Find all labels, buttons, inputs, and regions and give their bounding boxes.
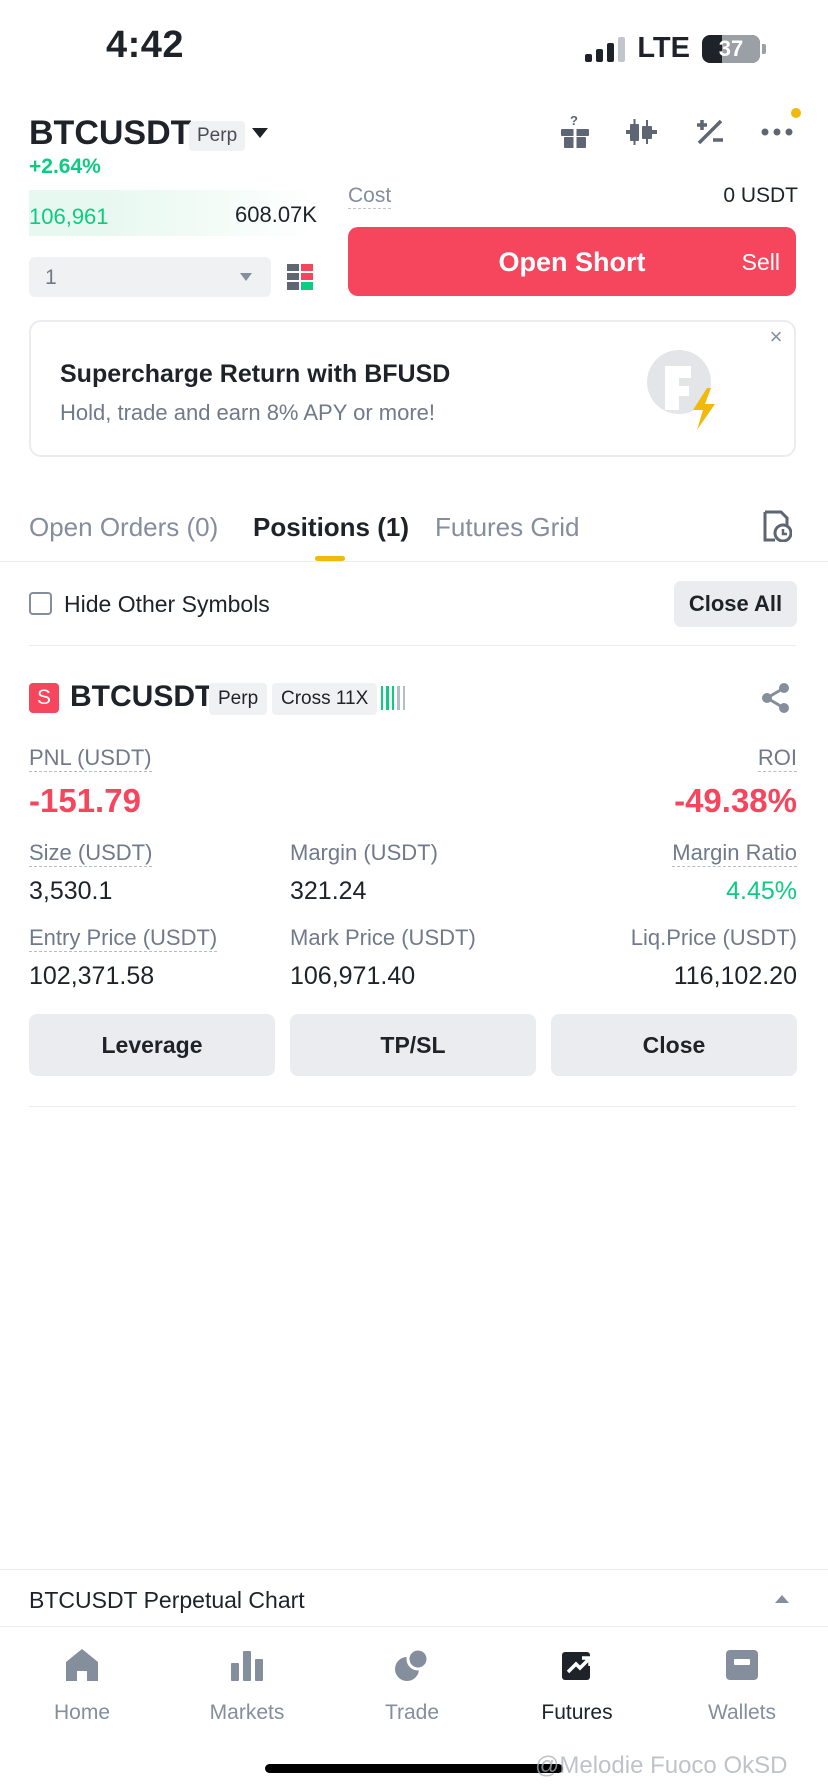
- banner-subtitle: Hold, trade and earn 8% APY or more!: [60, 400, 436, 425]
- depth-precision-select[interactable]: [29, 257, 271, 297]
- cost-label: Cost: [348, 184, 392, 209]
- leverage-button[interactable]: Leverage: [29, 1014, 275, 1076]
- open-short-label: Open Short: [498, 247, 646, 277]
- card-divider: [29, 1106, 796, 1107]
- entry-price-value: 102,371.58: [29, 962, 155, 990]
- watermark: @Melodie Fuoco OkSD: [535, 1752, 788, 1779]
- network-type: LTE: [637, 32, 690, 64]
- adl-indicator-icon: [381, 686, 406, 710]
- short-side-badge: S: [29, 683, 59, 713]
- symbol-title[interactable]: BTCUSDT: [29, 114, 192, 152]
- candlestick-icon[interactable]: [622, 112, 662, 152]
- price-change: +2.64%: [29, 155, 101, 178]
- margin-label: Margin (USDT): [290, 840, 438, 865]
- battery-icon: 37: [702, 34, 760, 63]
- nav-futures-label: Futures: [541, 1701, 613, 1724]
- filter-divider: [29, 645, 796, 646]
- margin-ratio-label: Margin Ratio: [672, 840, 797, 867]
- tabs-divider: [0, 561, 828, 562]
- active-tab-indicator: [315, 556, 345, 561]
- margin-ratio-value: 4.45%: [726, 877, 797, 905]
- chart-bar-divider: [0, 1569, 828, 1570]
- gift-box-icon[interactable]: ?: [555, 112, 595, 152]
- svg-text:?: ?: [570, 114, 578, 128]
- status-time: 4:42: [106, 24, 185, 66]
- tp-sl-button[interactable]: TP/SL: [290, 1014, 536, 1076]
- sell-label: Sell: [741, 249, 780, 275]
- nav-trade-label: Trade: [384, 1701, 440, 1724]
- nav-wallets[interactable]: Wallets: [677, 1640, 807, 1725]
- pnl-value: -151.79: [29, 782, 141, 819]
- calculator-icon[interactable]: [690, 112, 730, 152]
- roi-label: ROI: [757, 745, 797, 772]
- order-history-icon[interactable]: [762, 510, 793, 543]
- nav-trade[interactable]: Trade: [347, 1640, 477, 1725]
- trade-icon: [395, 1647, 430, 1681]
- roi-value: -49.38%: [674, 782, 797, 819]
- mark-price-label: Mark Price (USDT): [290, 925, 476, 950]
- close-icon[interactable]: ×: [769, 324, 783, 349]
- symbol-dropdown-icon[interactable]: [252, 128, 268, 138]
- size-value: 3,530.1: [29, 877, 113, 905]
- notification-dot: [791, 108, 801, 118]
- orderbook-amount: 608.07K: [235, 202, 317, 227]
- orderbook-layout-icon[interactable]: [287, 264, 313, 290]
- margin-value: 321.24: [290, 877, 367, 905]
- position-margin-tag[interactable]: Cross 11X: [272, 683, 378, 715]
- size-label: Size (USDT): [29, 840, 153, 867]
- orderbook-price[interactable]: 106,961: [29, 204, 109, 229]
- orderbook-row-bg: [29, 190, 319, 236]
- position-symbol[interactable]: BTCUSDT: [70, 680, 214, 713]
- more-icon[interactable]: [757, 112, 797, 152]
- wallets-icon: [726, 1650, 758, 1680]
- cost-value: 0 USDT: [723, 184, 798, 207]
- chart-bar-label[interactable]: BTCUSDT Perpetual Chart: [29, 1587, 305, 1613]
- tab-futures-grid[interactable]: Futures Grid: [435, 512, 580, 542]
- close-all-button[interactable]: Close All: [674, 581, 797, 627]
- nav-home-label: Home: [53, 1701, 111, 1724]
- contract-type-tag: Perp: [189, 121, 246, 151]
- hide-other-symbols-label[interactable]: Hide Other Symbols: [64, 591, 270, 617]
- status-indicators: LTE 37: [585, 32, 766, 65]
- home-icon: [66, 1649, 98, 1681]
- banner-title: Supercharge Return with BFUSD: [60, 360, 451, 388]
- tab-positions[interactable]: Positions (1): [253, 512, 410, 542]
- nav-home[interactable]: Home: [17, 1640, 147, 1725]
- pnl-label: PNL (USDT): [29, 745, 152, 772]
- entry-price-label: Entry Price (USDT): [29, 925, 218, 952]
- futures-icon: [562, 1652, 592, 1680]
- open-short-button[interactable]: Open Short Sell: [348, 227, 796, 296]
- promo-banner[interactable]: Supercharge Return with BFUSD Hold, trad…: [29, 320, 796, 457]
- share-icon[interactable]: [760, 682, 792, 714]
- liq-price-value: 116,102.20: [673, 962, 797, 990]
- chevron-up-icon[interactable]: [775, 1595, 789, 1603]
- bfusd-lightning-icon: [643, 348, 733, 432]
- mark-price-value: 106,971.40: [290, 962, 416, 990]
- nav-futures[interactable]: Futures: [512, 1640, 642, 1725]
- close-position-button[interactable]: Close: [551, 1014, 797, 1076]
- markets-icon: [231, 1651, 263, 1681]
- liq-price-label: Liq.Price (USDT): [630, 925, 797, 950]
- nav-divider: [0, 1626, 828, 1627]
- position-type-tag: Perp: [209, 683, 268, 715]
- home-indicator[interactable]: [265, 1764, 563, 1773]
- nav-markets[interactable]: Markets: [182, 1640, 312, 1725]
- nav-wallets-label: Wallets: [707, 1701, 777, 1724]
- depth-precision-value: 1: [45, 266, 57, 289]
- nav-markets-label: Markets: [209, 1701, 285, 1724]
- signal-icon: [585, 36, 626, 62]
- tab-open-orders[interactable]: Open Orders (0): [29, 512, 219, 542]
- chevron-down-icon: [240, 273, 252, 281]
- hide-other-symbols-checkbox[interactable]: [29, 592, 52, 615]
